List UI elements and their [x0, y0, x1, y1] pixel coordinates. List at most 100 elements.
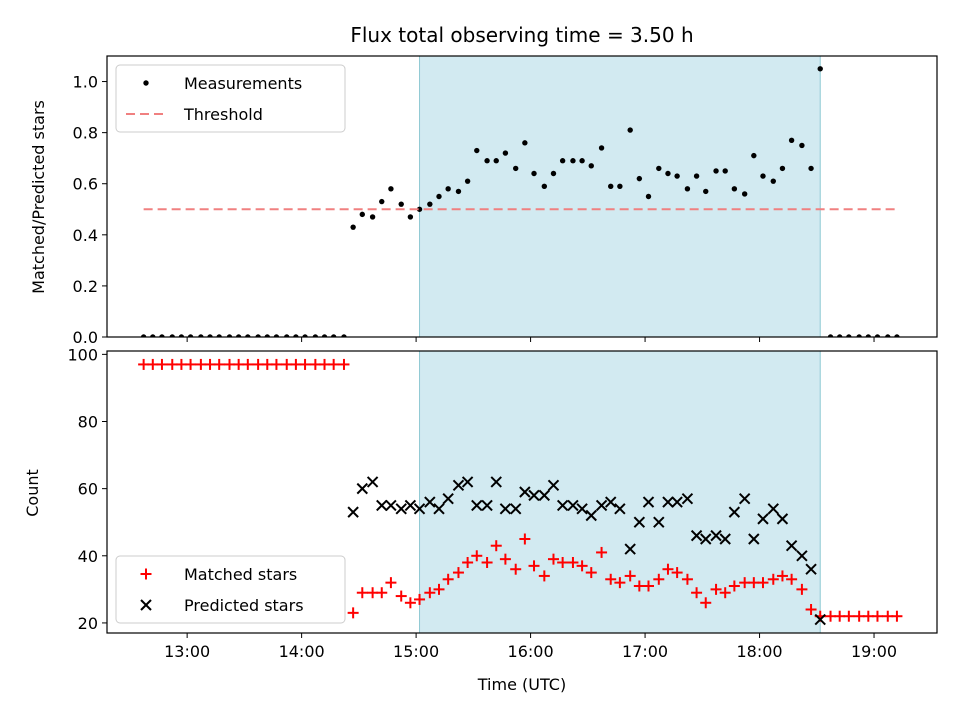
data-point	[341, 334, 347, 337]
data-point	[395, 503, 407, 515]
x-tick-label: 17:00	[622, 642, 668, 661]
data-point	[653, 573, 665, 585]
data-point	[464, 178, 471, 184]
data-point	[376, 587, 388, 599]
data-point	[413, 503, 426, 515]
data-point	[817, 66, 823, 72]
data-point	[509, 503, 522, 515]
data-point	[519, 533, 531, 545]
data-point	[665, 170, 671, 177]
data-point	[846, 334, 852, 337]
data-point	[722, 168, 728, 174]
data-point	[531, 170, 537, 177]
data-point	[499, 553, 511, 565]
data-point	[213, 358, 225, 370]
data-point	[471, 499, 483, 512]
data-point	[302, 334, 308, 337]
legend-entry: Threshold	[126, 105, 263, 124]
data-point	[656, 165, 662, 172]
data-point	[624, 570, 636, 582]
data-point	[805, 604, 817, 615]
y-tick-label: 0.0	[73, 328, 98, 347]
legend-box	[115, 64, 346, 133]
data-point	[570, 158, 576, 164]
data-point	[642, 496, 655, 508]
chart-title: Flux total observing time = 3.50 h	[350, 23, 693, 47]
shaded-region	[419, 56, 821, 337]
data-point	[493, 158, 499, 164]
data-point	[671, 567, 683, 579]
data-point	[608, 183, 614, 189]
data-point	[490, 476, 502, 488]
data-point	[728, 580, 740, 592]
x-tick-label: 19:00	[851, 642, 897, 661]
data-point	[513, 165, 519, 172]
data-point	[693, 173, 700, 179]
x-tick-label: 16:00	[508, 642, 554, 661]
data-point	[528, 489, 540, 502]
data-point	[445, 186, 451, 192]
data-point	[273, 334, 280, 337]
data-point	[731, 186, 738, 192]
data-point	[407, 214, 414, 220]
y-tick-label: 0.6	[73, 175, 98, 194]
data-point	[185, 358, 197, 370]
legend-entry: Predicted stars	[140, 596, 304, 615]
data-point	[779, 165, 786, 172]
data-point	[433, 583, 445, 595]
data-point	[474, 147, 480, 154]
data-point	[347, 607, 359, 619]
data-point	[598, 145, 605, 151]
data-point	[156, 358, 168, 370]
data-point	[404, 499, 417, 512]
data-point	[671, 496, 683, 508]
data-point	[140, 334, 147, 337]
data-point	[741, 191, 748, 197]
data-point	[427, 201, 433, 207]
data-point	[719, 533, 731, 545]
shaded-region	[419, 351, 821, 633]
data-point	[605, 496, 617, 508]
data-point	[786, 573, 798, 585]
data-point	[379, 198, 385, 205]
data-point	[385, 499, 397, 512]
data-point	[836, 334, 843, 337]
data-point	[645, 193, 652, 200]
series-measurements	[140, 66, 900, 337]
data-point	[767, 503, 779, 515]
data-point	[522, 140, 528, 146]
data-point	[416, 206, 423, 212]
data-point	[299, 358, 311, 370]
data-point	[216, 334, 222, 337]
data-point	[567, 499, 579, 512]
data-point	[356, 482, 369, 495]
data-point	[264, 334, 270, 337]
y-tick-label: 40	[78, 547, 98, 566]
data-point	[178, 334, 185, 337]
data-point	[328, 358, 340, 370]
data-point	[585, 567, 597, 579]
data-point	[356, 587, 368, 599]
data-point	[776, 570, 788, 582]
data-point	[404, 597, 416, 609]
bottom-y-axis-label: Count	[23, 469, 42, 517]
data-point	[874, 334, 881, 337]
data-point	[710, 583, 722, 595]
data-point	[338, 358, 350, 370]
legend-label: Measurements	[184, 74, 302, 93]
data-point	[805, 563, 817, 575]
data-point	[827, 334, 834, 337]
data-point	[636, 175, 643, 182]
data-point	[235, 334, 242, 337]
data-point	[796, 550, 808, 562]
top-y-axis-label: Matched/Predicted stars	[29, 100, 48, 294]
data-point	[462, 557, 474, 568]
legend-label: Predicted stars	[184, 596, 304, 615]
data-point	[330, 334, 337, 337]
data-point	[843, 610, 855, 622]
data-point	[481, 499, 493, 512]
legend-marker	[140, 599, 152, 611]
data-point	[596, 546, 608, 558]
data-point	[757, 577, 769, 589]
data-point	[388, 186, 394, 192]
